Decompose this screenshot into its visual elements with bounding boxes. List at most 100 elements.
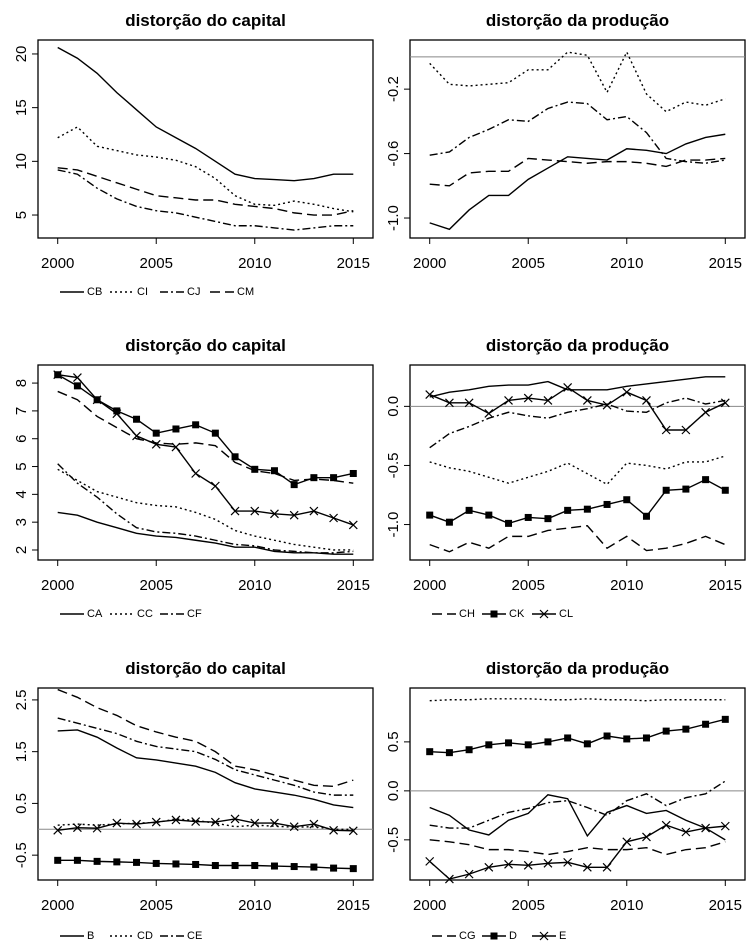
series-line	[429, 397, 726, 449]
marker-square	[544, 738, 552, 746]
x-tick-label: 2010	[610, 897, 643, 914]
marker-x	[210, 481, 220, 491]
marker-square	[211, 862, 219, 870]
chart-title: distorção do capital	[125, 659, 286, 678]
legend-label: CM	[237, 286, 254, 298]
marker-x	[270, 818, 279, 828]
marker-square	[231, 862, 239, 870]
marker-square	[445, 749, 453, 757]
marker-square	[682, 485, 690, 493]
marker-x	[309, 506, 319, 516]
series-line	[57, 511, 354, 555]
x-tick-label: 2015	[709, 255, 742, 272]
legend-label: CE	[187, 930, 202, 942]
legend-marker	[539, 609, 549, 619]
marker-square	[702, 720, 710, 728]
y-tick-label: 5	[13, 211, 30, 219]
y-tick-label: 20	[13, 46, 30, 63]
y-tick-label: -0.6	[385, 141, 402, 167]
series-line	[57, 126, 354, 213]
series-line	[57, 463, 354, 554]
x-tick-label: 2010	[610, 577, 643, 594]
marker-x	[582, 396, 592, 405]
marker-square	[54, 856, 62, 864]
x-tick-label: 2000	[413, 577, 446, 594]
marker-square	[623, 496, 631, 504]
marker-square	[465, 506, 473, 514]
x-tick-label: 2010	[238, 897, 271, 914]
marker-x	[484, 409, 494, 418]
marker-square	[310, 474, 318, 482]
series-line	[57, 374, 354, 526]
marker-square	[192, 421, 200, 429]
marker-x	[191, 469, 201, 478]
marker-square	[231, 453, 239, 461]
marker-square	[485, 511, 493, 519]
marker-square	[465, 746, 473, 754]
marker-x	[72, 823, 82, 833]
x-tick-label: 2000	[41, 577, 74, 594]
marker-x	[425, 856, 435, 866]
marker-square	[721, 486, 729, 494]
marker-x	[720, 821, 730, 831]
marker-x	[563, 383, 573, 392]
series-line	[429, 524, 726, 553]
series-line	[429, 718, 726, 754]
series-line	[429, 478, 726, 525]
y-tick-label: 8	[13, 379, 30, 387]
legend-label: CG	[459, 930, 476, 942]
marker-x	[504, 859, 513, 869]
chart-title: distorção do capital	[125, 336, 286, 355]
series-line	[57, 688, 354, 788]
marker-x	[151, 817, 161, 827]
y-tick-label: 0.5	[385, 731, 402, 752]
marker-x	[642, 832, 651, 842]
y-tick-label: 15	[13, 99, 30, 116]
marker-square	[330, 474, 338, 482]
marker-x	[701, 823, 711, 833]
marker-square	[445, 518, 453, 526]
marker-x	[171, 815, 181, 825]
marker-x	[151, 439, 161, 449]
y-tick-label: -0.2	[385, 76, 402, 102]
series-line	[57, 46, 354, 182]
marker-square	[172, 860, 180, 868]
y-tick-label: 4	[13, 490, 30, 498]
marker-square	[290, 481, 298, 489]
legend-label: E	[559, 930, 566, 942]
x-tick-label: 2005	[512, 897, 545, 914]
y-tick-label: -0.5	[13, 842, 30, 868]
marker-x	[72, 373, 82, 382]
marker-square	[113, 407, 121, 415]
marker-x	[348, 520, 358, 530]
x-tick-label: 2000	[413, 255, 446, 272]
y-tick-label: 3	[13, 518, 30, 526]
marker-square	[702, 476, 710, 484]
marker-square	[270, 862, 278, 870]
marker-square	[330, 864, 338, 872]
marker-x	[504, 396, 513, 405]
x-tick-label: 2015	[709, 897, 742, 914]
marker-x	[191, 817, 201, 826]
marker-x	[720, 398, 730, 408]
marker-x	[132, 819, 141, 829]
marker-square	[93, 857, 101, 865]
marker-x	[602, 862, 612, 872]
marker-x	[563, 857, 573, 867]
series-line	[429, 794, 726, 841]
marker-x	[53, 370, 63, 380]
marker-square	[682, 725, 690, 733]
marker-square	[172, 425, 180, 433]
y-tick-label: 5	[13, 462, 30, 470]
plot-box	[409, 39, 746, 239]
series-line	[429, 386, 726, 431]
plot-box	[409, 687, 746, 881]
marker-x	[622, 387, 632, 397]
marker-x	[53, 825, 63, 835]
legend-label: CL	[559, 608, 573, 620]
series-line	[429, 133, 726, 231]
series-line	[429, 101, 726, 164]
marker-x	[250, 506, 260, 516]
marker-square	[524, 513, 532, 521]
legend-label: CJ	[187, 286, 200, 298]
